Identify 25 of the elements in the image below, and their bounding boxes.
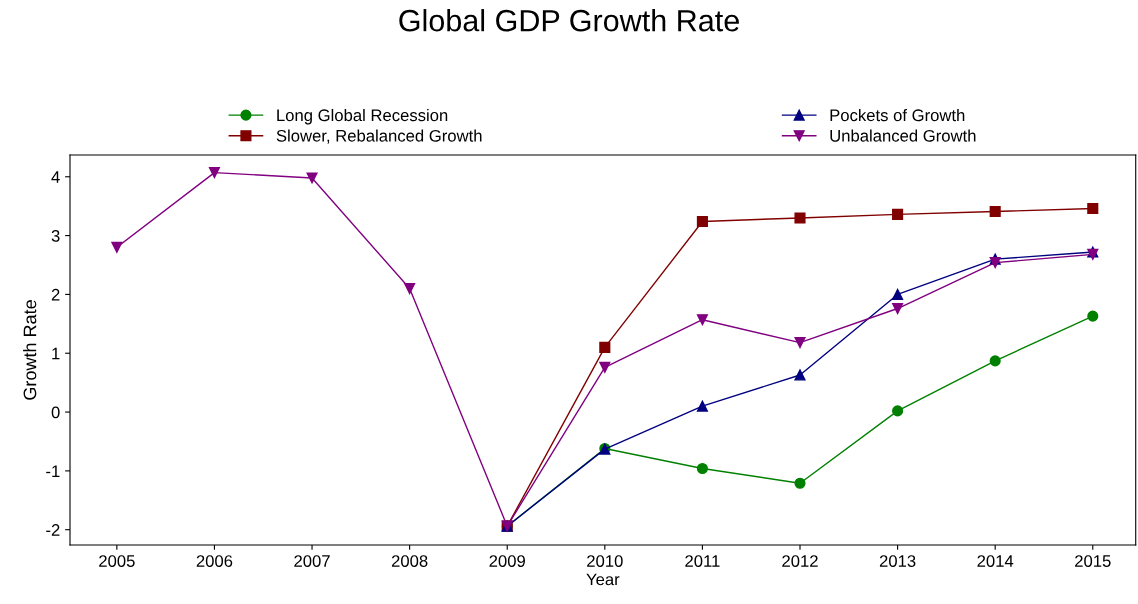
x-tick-label: 2006 bbox=[196, 555, 233, 567]
y-tick-label: 2 bbox=[51, 288, 60, 301]
x-axis-title: Year bbox=[586, 573, 620, 586]
y-tick-label: 4 bbox=[51, 171, 60, 183]
x-tick-label: 2012 bbox=[782, 555, 818, 567]
x-tick-label: 2011 bbox=[685, 555, 720, 567]
y-tick-label: 3 bbox=[51, 229, 60, 242]
y-tick-label: 0 bbox=[51, 406, 60, 419]
y-tick-label: -1 bbox=[46, 465, 60, 477]
legend-label: Slower, Rebalanced Growth bbox=[276, 129, 482, 144]
x-tick-label: 2007 bbox=[294, 555, 330, 567]
chart-title: Global GDP Growth Rate bbox=[399, 9, 739, 32]
y-tick-label: -2 bbox=[46, 524, 60, 536]
x-tick-label: 2015 bbox=[1075, 555, 1111, 567]
x-tick-label: 2008 bbox=[391, 555, 428, 567]
y-tick-label: 1 bbox=[52, 347, 60, 360]
x-tick-label: 2013 bbox=[879, 555, 916, 567]
y-axis-title: Growth Rate bbox=[23, 300, 37, 400]
legend-label: Long Global Recession bbox=[277, 108, 448, 125]
x-tick-label: 2005 bbox=[99, 555, 135, 567]
x-tick-label: 2009 bbox=[489, 555, 525, 567]
legend-label: Unbalanced Growth bbox=[830, 129, 976, 142]
x-tick-label: 2014 bbox=[977, 555, 1014, 567]
x-tick-label: 2010 bbox=[587, 555, 623, 567]
legend-label: Pockets of Growth bbox=[830, 108, 965, 122]
